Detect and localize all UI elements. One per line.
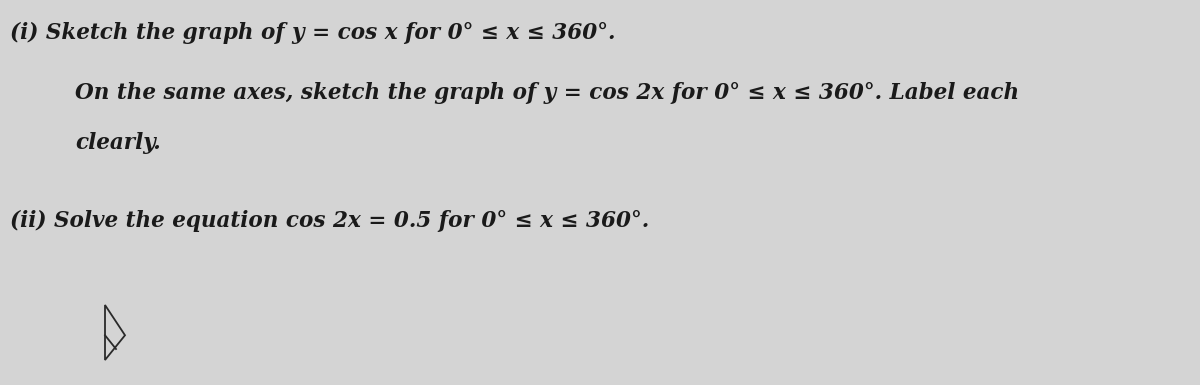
Text: On the same axes, sketch the graph of y = cos 2x for 0° ≤ x ≤ 360°. Label each: On the same axes, sketch the graph of y … [74,82,1019,104]
Text: (i) Sketch the graph of y = cos x for 0° ≤ x ≤ 360°.: (i) Sketch the graph of y = cos x for 0°… [10,22,616,44]
Text: clearly.: clearly. [74,132,161,154]
Text: (ii) Solve the equation cos 2x = 0.5 for 0° ≤ x ≤ 360°.: (ii) Solve the equation cos 2x = 0.5 for… [10,210,649,232]
